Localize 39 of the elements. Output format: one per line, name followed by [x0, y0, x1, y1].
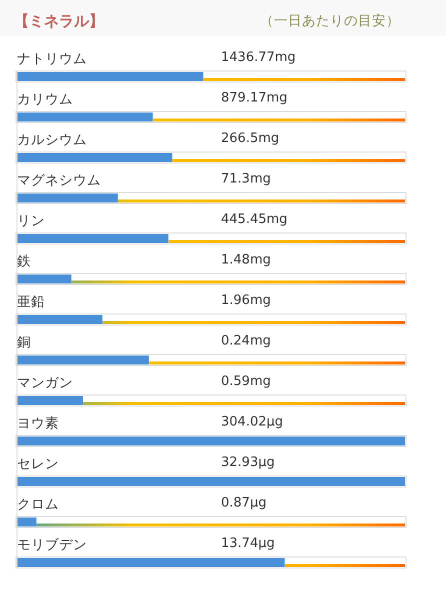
bar [17, 396, 83, 405]
annotation: 32.93µg [221, 455, 275, 470]
chart-subtitle: （一日あたりの目安） [260, 13, 400, 29]
chart-title: 【ミネラル】 [14, 12, 104, 30]
bar [17, 72, 204, 81]
annotation: 445.45mg [221, 212, 288, 227]
y-tick-label: 亜鉛 [17, 294, 45, 310]
annotation: 0.24mg [221, 334, 271, 348]
y-tick-label: リン [17, 213, 45, 229]
bar [17, 112, 153, 122]
bar [17, 315, 102, 324]
y-tick-label: セレン [17, 456, 59, 472]
annotation: 1.96mg [221, 293, 271, 308]
bar [17, 194, 118, 202]
bar [17, 153, 172, 162]
annotation: 71.3mg [221, 172, 271, 186]
bar [17, 274, 72, 284]
bar [17, 234, 168, 243]
y-tick-label: 鉄 [17, 254, 31, 270]
y-tick-label: クロム [17, 496, 59, 512]
y-tick-label: カリウム [17, 92, 73, 108]
text: 1436.77mg [221, 50, 296, 65]
y-tick-label: モリブデン [17, 537, 87, 553]
annotation: 879.17mg [221, 90, 288, 106]
annotation: 266.5mg [221, 131, 280, 146]
y-tick-label: マグネシウム [17, 172, 101, 188]
bar [17, 356, 149, 364]
annotation: 0.87µg [221, 496, 266, 510]
annotation: 0.59mg [221, 374, 271, 389]
y-tick-label: ヨウ素 [17, 416, 59, 432]
y-tick-label: カルシウム [17, 132, 87, 148]
bar [17, 518, 36, 526]
annotation: 1.48mg [221, 252, 271, 268]
annotation: 304.02µg [221, 414, 284, 430]
bar [17, 558, 285, 567]
y-tick-label: 銅 [17, 334, 31, 350]
y-tick-label: ナトリウム [17, 51, 87, 67]
y-tick-label: マンガン [17, 375, 73, 391]
annotation: 13.74µg [221, 536, 275, 551]
